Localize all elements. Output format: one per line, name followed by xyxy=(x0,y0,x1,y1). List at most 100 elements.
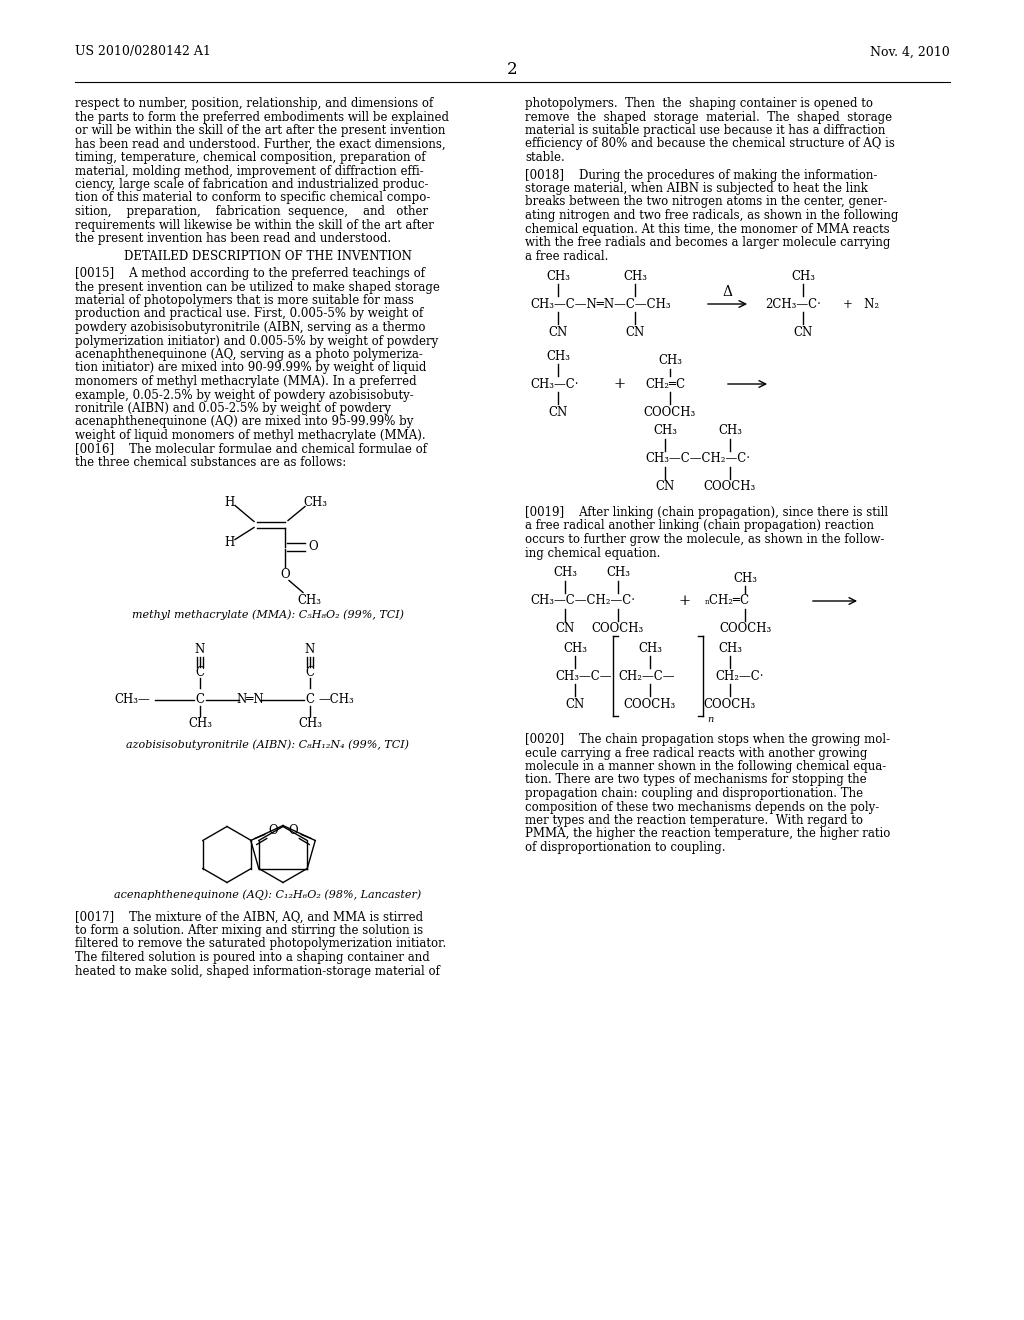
Text: has been read and understood. Further, the exact dimensions,: has been read and understood. Further, t… xyxy=(75,137,445,150)
Text: CH₃: CH₃ xyxy=(623,269,647,282)
Text: CH₃—C—CH₂—C·: CH₃—C—CH₂—C· xyxy=(530,594,635,607)
Text: H: H xyxy=(224,496,234,510)
Text: CN: CN xyxy=(794,326,813,338)
Text: Δ: Δ xyxy=(723,285,732,300)
Text: CH₃: CH₃ xyxy=(303,496,327,510)
Text: example, 0.05-2.5% by weight of powdery azobisisobuty-: example, 0.05-2.5% by weight of powdery … xyxy=(75,388,414,401)
Text: COOCH₃: COOCH₃ xyxy=(592,623,644,635)
Text: C: C xyxy=(196,667,205,678)
Text: [0015]    A method according to the preferred teachings of: [0015] A method according to the preferr… xyxy=(75,267,425,280)
Text: remove  the  shaped  storage  material.  The  shaped  storage: remove the shaped storage material. The … xyxy=(525,111,892,124)
Text: CH₃: CH₃ xyxy=(546,269,570,282)
Text: respect to number, position, relationship, and dimensions of: respect to number, position, relationshi… xyxy=(75,96,433,110)
Text: composition of these two mechanisms depends on the poly-: composition of these two mechanisms depe… xyxy=(525,800,880,813)
Text: heated to make solid, shaped information-storage material of: heated to make solid, shaped information… xyxy=(75,965,440,978)
Text: CH₂═C: CH₂═C xyxy=(645,378,685,391)
Text: photopolymers.  Then  the  shaping container is opened to: photopolymers. Then the shaping containe… xyxy=(525,96,873,110)
Text: DETAILED DESCRIPTION OF THE INVENTION: DETAILED DESCRIPTION OF THE INVENTION xyxy=(124,249,412,263)
Text: O: O xyxy=(268,824,278,837)
Text: polymerization initiator) and 0.005-5% by weight of powdery: polymerization initiator) and 0.005-5% b… xyxy=(75,334,438,347)
Text: CH₃—C—: CH₃—C— xyxy=(555,669,611,682)
Text: +: + xyxy=(614,378,626,391)
Text: COOCH₃: COOCH₃ xyxy=(719,623,771,635)
Text: CH₃—C·: CH₃—C· xyxy=(530,378,579,391)
Text: CH₃: CH₃ xyxy=(658,355,682,367)
Text: CH₂—C·: CH₂—C· xyxy=(715,669,764,682)
Text: propagation chain: coupling and disproportionation. The: propagation chain: coupling and dispropo… xyxy=(525,787,863,800)
Text: occurs to further grow the molecule, as shown in the follow-: occurs to further grow the molecule, as … xyxy=(525,533,885,546)
Text: CH₃: CH₃ xyxy=(638,642,662,655)
Text: ating nitrogen and two free radicals, as shown in the following: ating nitrogen and two free radicals, as… xyxy=(525,209,898,222)
Text: CH₃: CH₃ xyxy=(188,717,212,730)
Text: storage material, when AIBN is subjected to heat the link: storage material, when AIBN is subjected… xyxy=(525,182,868,195)
Text: CH₃: CH₃ xyxy=(553,566,577,579)
Text: the parts to form the preferred embodiments will be explained: the parts to form the preferred embodime… xyxy=(75,111,449,124)
Text: C: C xyxy=(196,693,205,706)
Text: —CH₃: —CH₃ xyxy=(318,693,353,706)
Text: mer types and the reaction temperature.  With regard to: mer types and the reaction temperature. … xyxy=(525,814,863,828)
Text: requirements will likewise be within the skill of the art after: requirements will likewise be within the… xyxy=(75,219,434,231)
Text: acenaphthenequinone (AQ, serving as a photo polymeriza-: acenaphthenequinone (AQ, serving as a ph… xyxy=(75,348,423,360)
Text: ciency, large scale of fabrication and industrialized produc-: ciency, large scale of fabrication and i… xyxy=(75,178,428,191)
Text: CH₃: CH₃ xyxy=(718,642,742,655)
Text: COOCH₃: COOCH₃ xyxy=(703,697,756,710)
Text: the present invention can be utilized to make shaped storage: the present invention can be utilized to… xyxy=(75,281,440,293)
Text: stable.: stable. xyxy=(525,150,565,164)
Text: timing, temperature, chemical composition, preparation of: timing, temperature, chemical compositio… xyxy=(75,150,426,164)
Text: methyl methacrylate (MMA): C₅H₈O₂ (99%, TCI): methyl methacrylate (MMA): C₅H₈O₂ (99%, … xyxy=(131,610,403,620)
Text: tion. There are two types of mechanisms for stopping the: tion. There are two types of mechanisms … xyxy=(525,774,866,787)
Text: azobisisobutyronitrile (AIBN): C₈H₁₂N₄ (99%, TCI): azobisisobutyronitrile (AIBN): C₈H₁₂N₄ (… xyxy=(126,739,409,750)
Text: weight of liquid monomers of methyl methacrylate (MMA).: weight of liquid monomers of methyl meth… xyxy=(75,429,426,442)
Text: n: n xyxy=(707,714,714,723)
Text: monomers of methyl methacrylate (MMA). In a preferred: monomers of methyl methacrylate (MMA). I… xyxy=(75,375,417,388)
Text: O: O xyxy=(281,568,290,581)
Text: efficiency of 80% and because the chemical structure of AQ is: efficiency of 80% and because the chemic… xyxy=(525,137,895,150)
Text: O: O xyxy=(308,540,317,553)
Text: tion initiator) are mixed into 90-99.99% by weight of liquid: tion initiator) are mixed into 90-99.99%… xyxy=(75,362,426,375)
Text: C: C xyxy=(305,693,314,706)
Text: [0020]    The chain propagation stops when the growing mol-: [0020] The chain propagation stops when … xyxy=(525,733,890,746)
Text: [0017]    The mixture of the AIBN, AQ, and MMA is stirred: [0017] The mixture of the AIBN, AQ, and … xyxy=(75,911,423,924)
Text: ecule carrying a free radical reacts with another growing: ecule carrying a free radical reacts wit… xyxy=(525,747,867,759)
Text: acenaphthenequinone (AQ): C₁₂H₆O₂ (98%, Lancaster): acenaphthenequinone (AQ): C₁₂H₆O₂ (98%, … xyxy=(114,890,421,900)
Text: N: N xyxy=(305,643,315,656)
Text: the three chemical substances are as follows:: the three chemical substances are as fol… xyxy=(75,455,346,469)
Text: the present invention has been read and understood.: the present invention has been read and … xyxy=(75,232,391,246)
Text: [0019]    After linking (chain propagation), since there is still: [0019] After linking (chain propagation)… xyxy=(525,506,888,519)
Text: COOCH₃: COOCH₃ xyxy=(703,480,756,494)
Text: CH₃: CH₃ xyxy=(653,425,677,437)
Text: [0018]    During the procedures of making the information-: [0018] During the procedures of making t… xyxy=(525,169,878,181)
Text: CN: CN xyxy=(555,623,574,635)
Text: 2CH₃—C·: 2CH₃—C· xyxy=(765,297,821,310)
Text: +: + xyxy=(679,594,691,609)
Text: COOCH₃: COOCH₃ xyxy=(624,697,676,710)
Text: Nov. 4, 2010: Nov. 4, 2010 xyxy=(870,45,950,58)
Text: CH₃: CH₃ xyxy=(546,350,570,363)
Text: CH₃: CH₃ xyxy=(718,425,742,437)
Text: CH₃: CH₃ xyxy=(563,642,587,655)
Text: tion of this material to conform to specific chemical compo-: tion of this material to conform to spec… xyxy=(75,191,430,205)
Text: C: C xyxy=(305,667,314,678)
Text: CN: CN xyxy=(626,326,645,338)
Text: ing chemical equation.: ing chemical equation. xyxy=(525,546,660,560)
Text: N: N xyxy=(195,643,205,656)
Text: O: O xyxy=(289,824,298,837)
Text: CN: CN xyxy=(549,405,567,418)
Text: CH₃—C—N═N—C—CH₃: CH₃—C—N═N—C—CH₃ xyxy=(530,297,671,310)
Text: PMMA, the higher the reaction temperature, the higher ratio: PMMA, the higher the reaction temperatur… xyxy=(525,828,891,841)
Text: ronitrile (AIBN) and 0.05-2.5% by weight of powdery: ronitrile (AIBN) and 0.05-2.5% by weight… xyxy=(75,403,391,414)
Text: material, molding method, improvement of diffraction effi-: material, molding method, improvement of… xyxy=(75,165,424,177)
Text: CH₃: CH₃ xyxy=(298,717,322,730)
Text: COOCH₃: COOCH₃ xyxy=(644,405,696,418)
Text: material is suitable practical use because it has a diffraction: material is suitable practical use becau… xyxy=(525,124,886,137)
Text: CH₃: CH₃ xyxy=(733,572,757,585)
Text: production and practical use. First, 0.005-5% by weight of: production and practical use. First, 0.0… xyxy=(75,308,423,321)
Text: CN: CN xyxy=(565,697,585,710)
Text: CN: CN xyxy=(549,326,567,338)
Text: CN: CN xyxy=(655,480,675,494)
Text: breaks between the two nitrogen atoms in the center, gener-: breaks between the two nitrogen atoms in… xyxy=(525,195,887,209)
Text: filtered to remove the saturated photopolymerization initiator.: filtered to remove the saturated photopo… xyxy=(75,937,446,950)
Text: chemical equation. At this time, the monomer of MMA reacts: chemical equation. At this time, the mon… xyxy=(525,223,890,235)
Text: H: H xyxy=(224,536,234,549)
Text: CH₃: CH₃ xyxy=(297,594,321,607)
